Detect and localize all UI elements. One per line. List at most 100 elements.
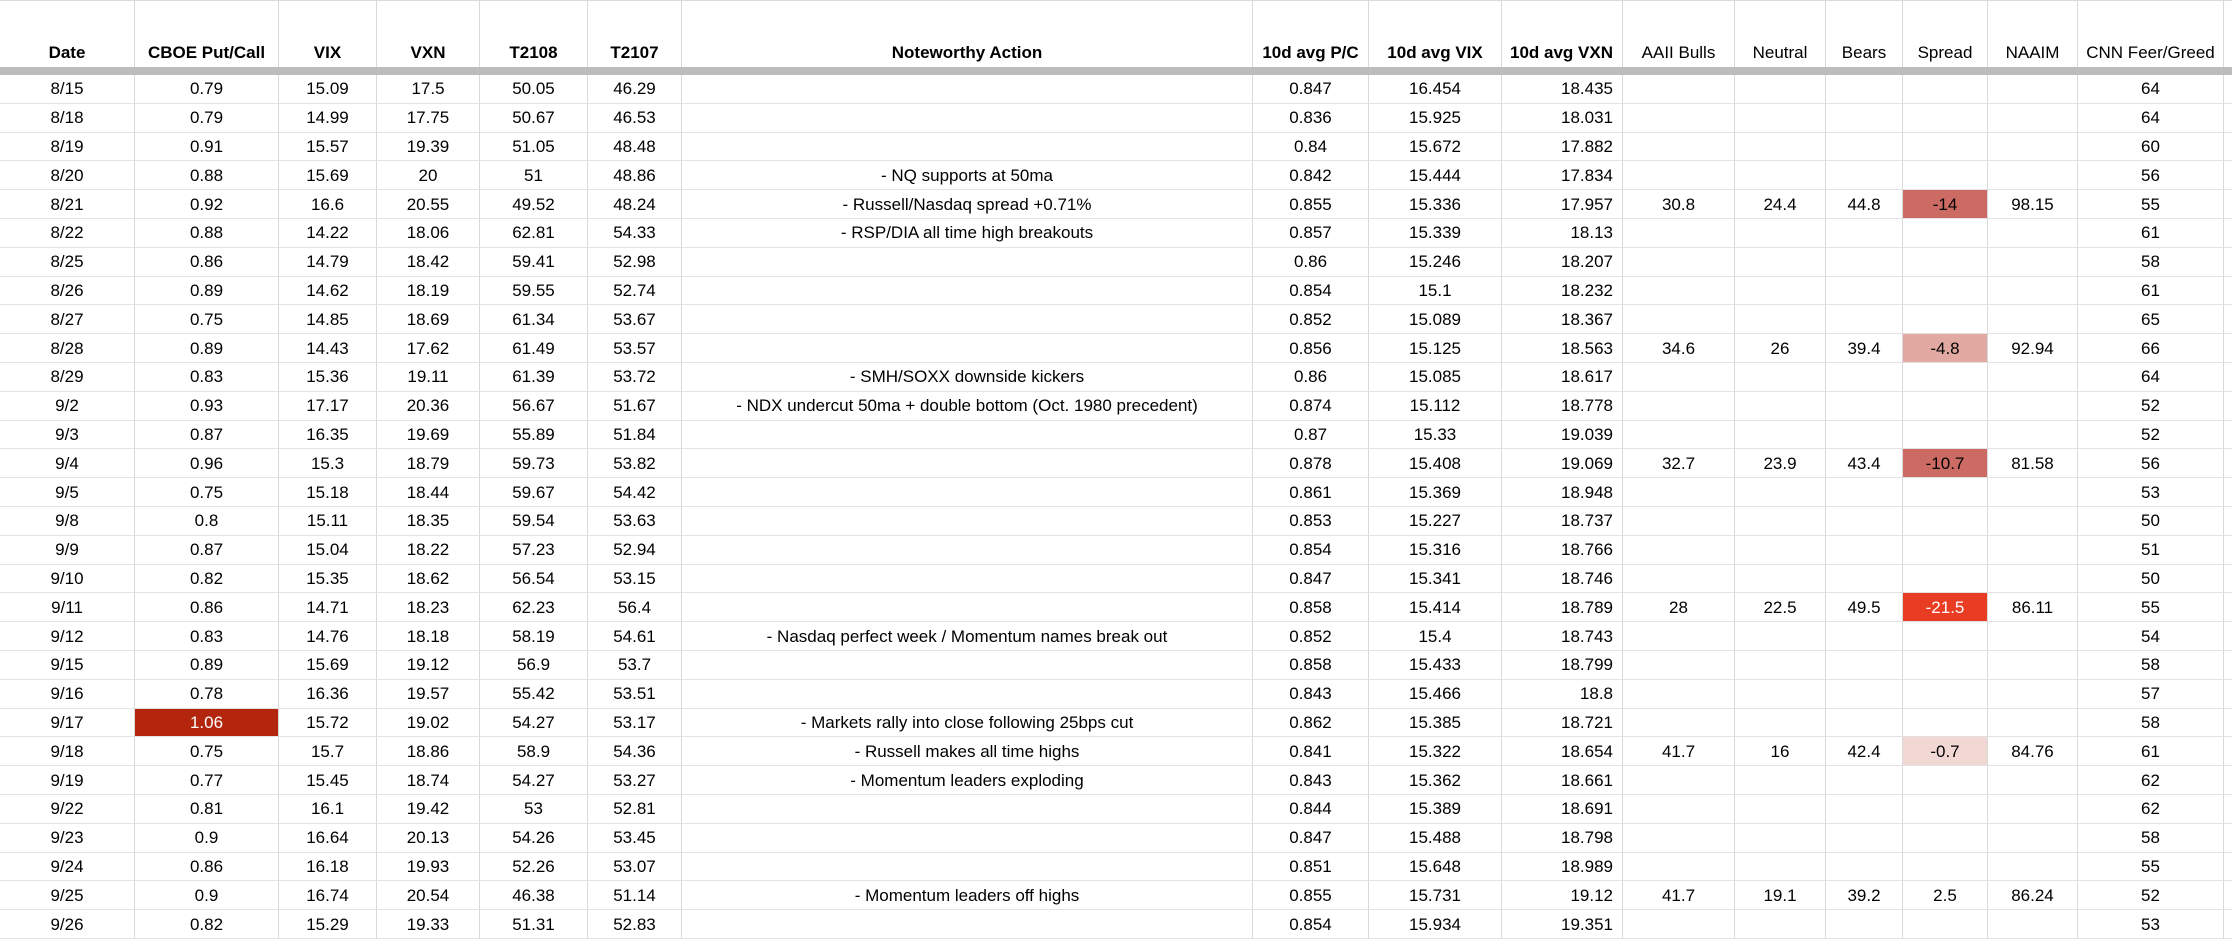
cell[interactable] bbox=[1623, 75, 1735, 104]
cell[interactable] bbox=[1735, 420, 1826, 450]
cell[interactable]: 62.81 bbox=[480, 218, 588, 248]
cell[interactable]: 0.75 bbox=[135, 737, 279, 767]
cell[interactable]: 16 bbox=[1735, 737, 1826, 767]
column-header-bears[interactable]: Bears bbox=[1826, 1, 1903, 67]
cell[interactable] bbox=[1735, 794, 1826, 824]
noteworthy-cell[interactable] bbox=[682, 305, 1253, 335]
cell[interactable]: 15.09 bbox=[279, 75, 377, 104]
cell[interactable]: 52 bbox=[2078, 391, 2224, 421]
cell[interactable]: 15.341 bbox=[1369, 564, 1502, 594]
cell[interactable]: 18.563 bbox=[1502, 334, 1623, 363]
cell[interactable] bbox=[1826, 391, 1903, 421]
noteworthy-cell[interactable] bbox=[682, 794, 1253, 824]
cell[interactable] bbox=[1735, 910, 1826, 939]
cell[interactable]: 18.19 bbox=[377, 276, 480, 306]
cell[interactable]: 46.38 bbox=[480, 881, 588, 911]
cell[interactable] bbox=[1623, 535, 1735, 565]
cell[interactable] bbox=[1623, 794, 1735, 824]
cell[interactable]: 48.48 bbox=[588, 132, 682, 162]
cell[interactable]: 14.76 bbox=[279, 622, 377, 651]
noteworthy-cell[interactable]: - NQ supports at 50ma bbox=[682, 161, 1253, 191]
cell[interactable] bbox=[1623, 420, 1735, 450]
cell[interactable]: 9/11 bbox=[0, 593, 135, 623]
cell[interactable]: 15.414 bbox=[1369, 593, 1502, 623]
cell[interactable]: 8/27 bbox=[0, 305, 135, 335]
cell[interactable]: 15.369 bbox=[1369, 478, 1502, 507]
cell[interactable] bbox=[1735, 535, 1826, 565]
cell[interactable]: 64 bbox=[2078, 362, 2224, 392]
column-header-10d-avg-vix[interactable]: 10d avg VIX bbox=[1369, 1, 1502, 67]
cell[interactable]: 15.389 bbox=[1369, 794, 1502, 824]
cell[interactable]: 53.27 bbox=[588, 766, 682, 795]
cell[interactable]: 18.766 bbox=[1502, 535, 1623, 565]
cell[interactable]: 39.2 bbox=[1826, 881, 1903, 911]
cell[interactable]: 18.74 bbox=[377, 766, 480, 795]
cell[interactable]: 15.69 bbox=[279, 650, 377, 680]
cell[interactable]: 0.847 bbox=[1253, 75, 1369, 104]
cell[interactable]: 9/16 bbox=[0, 679, 135, 709]
cell[interactable] bbox=[1826, 794, 1903, 824]
cell[interactable]: 9/15 bbox=[0, 650, 135, 680]
cell[interactable] bbox=[1903, 708, 1988, 738]
cell[interactable]: 22.5 bbox=[1735, 593, 1826, 623]
cell[interactable] bbox=[1903, 132, 1988, 162]
cell[interactable]: 15.246 bbox=[1369, 247, 1502, 277]
cell[interactable] bbox=[1826, 247, 1903, 277]
cell[interactable] bbox=[1735, 506, 1826, 536]
cell[interactable]: 14.79 bbox=[279, 247, 377, 277]
cell[interactable]: 15.3 bbox=[279, 449, 377, 479]
cell[interactable]: 15.227 bbox=[1369, 506, 1502, 536]
cell[interactable]: 18.989 bbox=[1502, 852, 1623, 882]
column-header-aaii-bulls[interactable]: AAII Bulls bbox=[1623, 1, 1735, 67]
cell[interactable]: 8/21 bbox=[0, 190, 135, 219]
cell[interactable]: 16.18 bbox=[279, 852, 377, 882]
cell[interactable] bbox=[1903, 794, 1988, 824]
cell[interactable] bbox=[1988, 391, 2078, 421]
cell[interactable] bbox=[1988, 75, 2078, 104]
cell[interactable]: 0.87 bbox=[135, 420, 279, 450]
cell[interactable]: 15.085 bbox=[1369, 362, 1502, 392]
cell[interactable]: 0.852 bbox=[1253, 622, 1369, 651]
cell[interactable]: 52.83 bbox=[588, 910, 682, 939]
cell[interactable]: 0.84 bbox=[1253, 132, 1369, 162]
cell[interactable]: 16.35 bbox=[279, 420, 377, 450]
cell[interactable]: 15.316 bbox=[1369, 535, 1502, 565]
cell[interactable]: 15.29 bbox=[279, 910, 377, 939]
cell[interactable]: 0.96 bbox=[135, 449, 279, 479]
cell[interactable] bbox=[1826, 103, 1903, 133]
cell[interactable]: 17.834 bbox=[1502, 161, 1623, 191]
cell[interactable]: 59.73 bbox=[480, 449, 588, 479]
cell[interactable]: 18.778 bbox=[1502, 391, 1623, 421]
cell[interactable]: 50.67 bbox=[480, 103, 588, 133]
cell[interactable] bbox=[1735, 852, 1826, 882]
cell[interactable]: 0.86 bbox=[1253, 362, 1369, 392]
cell[interactable]: 60 bbox=[2078, 132, 2224, 162]
cell[interactable]: 0.86 bbox=[135, 247, 279, 277]
cell[interactable]: 18.42 bbox=[377, 247, 480, 277]
cell[interactable] bbox=[1988, 478, 2078, 507]
cell[interactable]: 18.8 bbox=[1502, 679, 1623, 709]
cell[interactable] bbox=[1903, 506, 1988, 536]
cell[interactable] bbox=[1826, 420, 1903, 450]
cell[interactable]: 0.86 bbox=[135, 852, 279, 882]
cell[interactable]: 62 bbox=[2078, 766, 2224, 795]
cell[interactable] bbox=[1903, 276, 1988, 306]
cell[interactable]: 51.05 bbox=[480, 132, 588, 162]
cell[interactable] bbox=[1623, 103, 1735, 133]
cell[interactable]: 0.847 bbox=[1253, 564, 1369, 594]
cell[interactable]: 53.82 bbox=[588, 449, 682, 479]
cell[interactable]: 0.844 bbox=[1253, 794, 1369, 824]
cell[interactable]: 54.27 bbox=[480, 766, 588, 795]
cell[interactable] bbox=[1623, 132, 1735, 162]
cell[interactable]: 8/19 bbox=[0, 132, 135, 162]
column-header-neutral[interactable]: Neutral bbox=[1735, 1, 1826, 67]
cell[interactable]: 15.089 bbox=[1369, 305, 1502, 335]
cell[interactable]: 15.69 bbox=[279, 161, 377, 191]
cell[interactable]: 0.92 bbox=[135, 190, 279, 219]
cell[interactable]: 41.7 bbox=[1623, 737, 1735, 767]
cell[interactable]: 56.9 bbox=[480, 650, 588, 680]
cell[interactable]: 59.55 bbox=[480, 276, 588, 306]
cell[interactable]: 55 bbox=[2078, 190, 2224, 219]
cell[interactable]: 0.853 bbox=[1253, 506, 1369, 536]
cell[interactable] bbox=[1903, 103, 1988, 133]
